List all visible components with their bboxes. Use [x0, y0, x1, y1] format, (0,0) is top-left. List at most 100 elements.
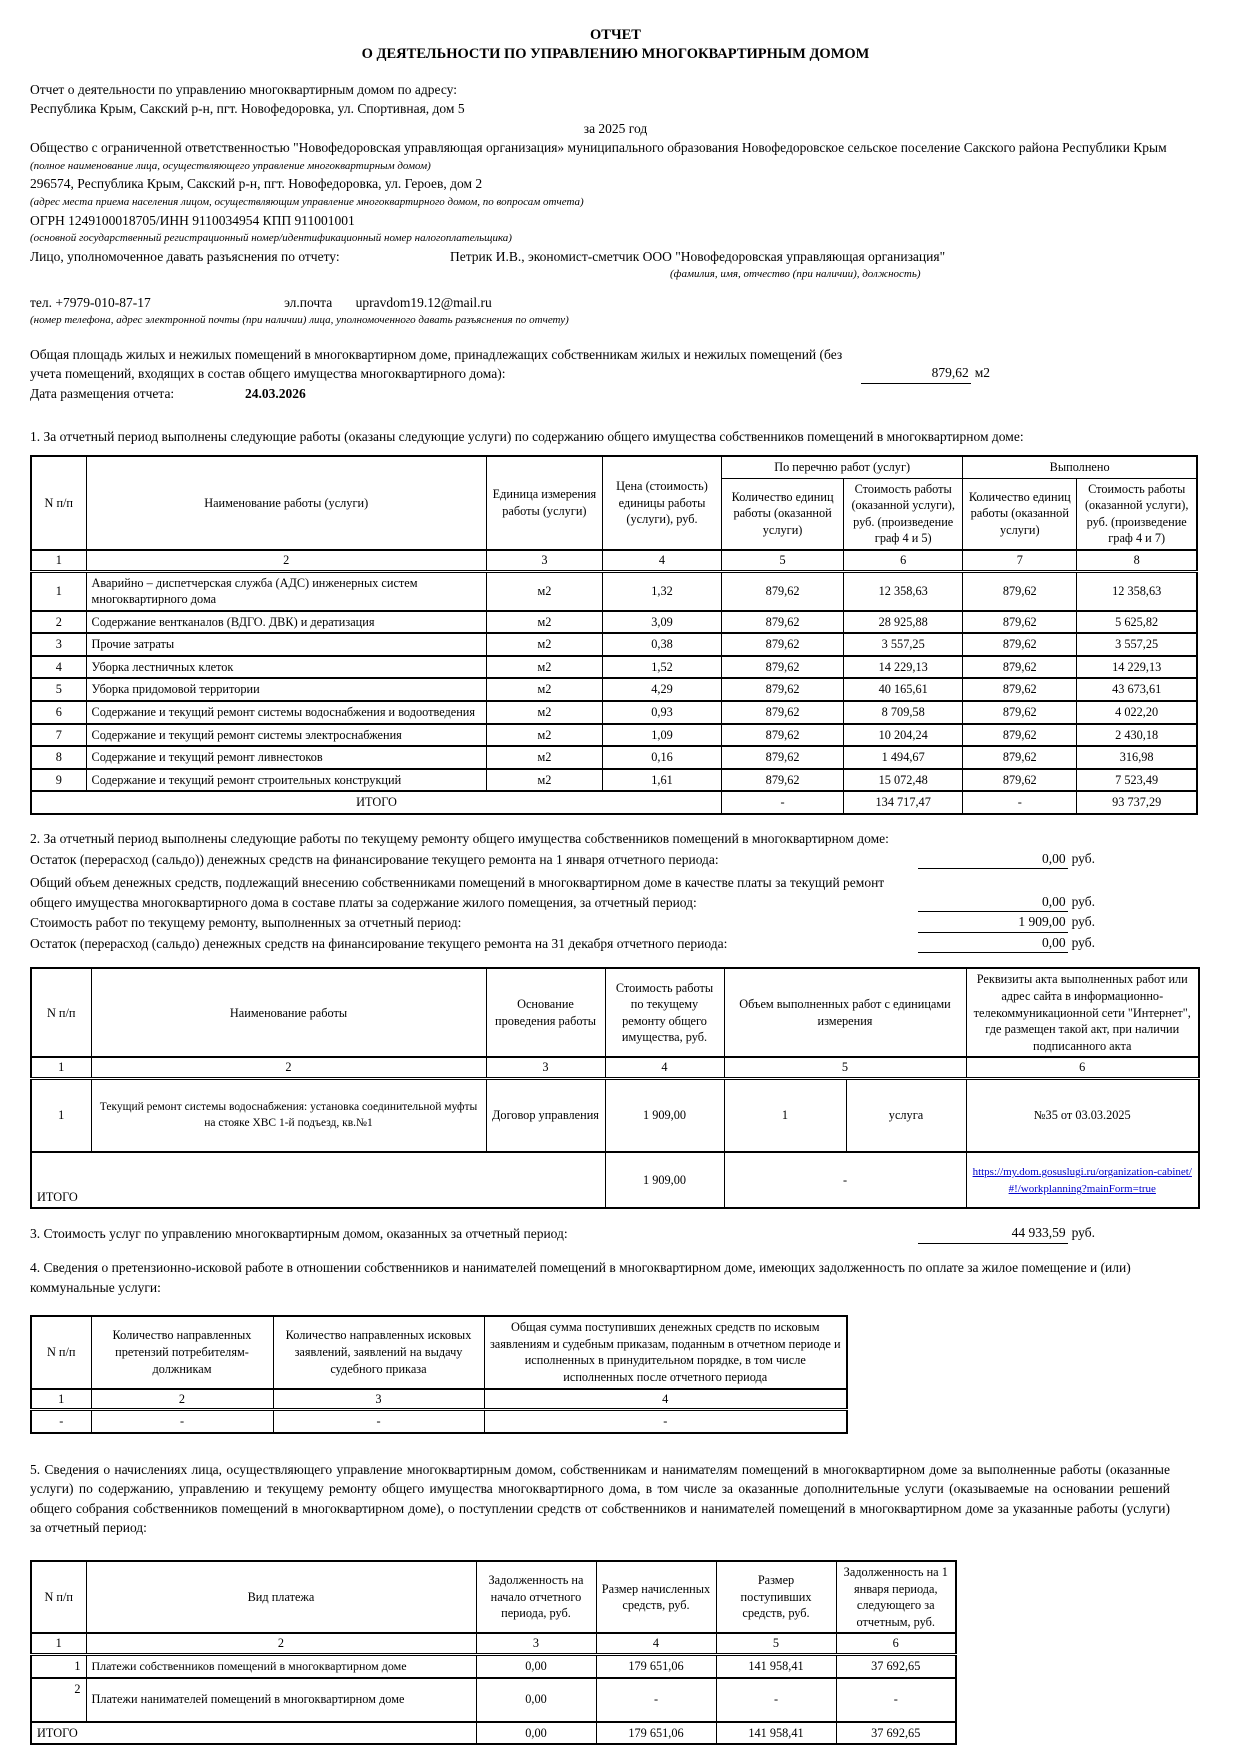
table-cell: 1,61	[601, 767, 723, 793]
col-group-listed: По перечню работ (услуг)	[721, 455, 964, 479]
table-cell: 14 229,13	[1076, 654, 1198, 680]
table-cell: 1	[30, 1077, 92, 1154]
table-row: 1 Аварийно – диспетчерская служба (АДС) и…	[30, 570, 1198, 612]
table-cell: м2	[485, 632, 603, 657]
col-number: 3	[475, 1632, 597, 1656]
reception-address: 296574, Республика Крым, Сакский р-н, пг…	[30, 176, 483, 192]
col-header-num: N п/п	[30, 1560, 87, 1634]
col-header-cost-listed: Стоимость работы (оказанной услуги), руб…	[843, 477, 964, 551]
table-cell: 1,09	[601, 722, 723, 748]
repair-basis: Договор управления	[485, 1077, 606, 1154]
table-row: 3 Прочие затраты м2 0,38 879,62 3 557,25 879,6…	[30, 632, 1198, 657]
ogrn-note: (основной государственный регистрационны…	[30, 232, 512, 245]
total-cell: -	[721, 790, 845, 816]
col-number: 4	[595, 1632, 717, 1656]
table-cell: 4,29	[601, 677, 723, 703]
table-cell: 0,38	[601, 632, 723, 657]
total-label: ИТОГО	[30, 790, 723, 816]
table-row: 8 Содержание и текущий ремонт ливнестоков…	[30, 745, 1198, 770]
table-cell: 879,62	[962, 570, 1078, 612]
value-wrap: 1 909,00 руб.	[917, 912, 1095, 933]
col-header-debt-start: Задолженность на начало отчетного период…	[475, 1560, 597, 1634]
table-cell: 879,62	[962, 722, 1078, 748]
table-row: - - - -	[30, 1408, 848, 1434]
col-number: 6	[965, 1056, 1200, 1080]
section5-heading: 5. Сведения о начислениях лица, осуществ…	[30, 1461, 1170, 1536]
authorized-row: Лицо, уполномоченное давать разъяснения …	[30, 247, 1201, 267]
table-cell: 879,62	[721, 609, 845, 635]
col-header-num: N п/п	[30, 1315, 92, 1390]
col-number: 4	[601, 548, 723, 573]
services-table: N п/п Наименование работы (услуги) Едини…	[30, 454, 1198, 816]
col-header-suits: Количество направленных исковых заявлени…	[272, 1315, 485, 1390]
section3-label: 3. Стоимость услуг по управлению многокв…	[30, 1226, 568, 1242]
table-cell: 0,16	[601, 745, 723, 770]
col-header-type: Вид платежа	[85, 1560, 477, 1634]
col-header-name: Наименование работы (услуги)	[85, 455, 487, 551]
table-cell: 879,62	[721, 767, 845, 793]
total-cell: 134 717,47	[843, 790, 964, 816]
table-cell: -	[483, 1408, 848, 1434]
table-cell: 8	[30, 745, 87, 770]
value-unit: руб.	[1071, 914, 1095, 930]
services-table-body: 1 Аварийно – диспетчерская служба (АДС) и…	[30, 570, 1198, 793]
table-cell: 1,32	[601, 570, 723, 612]
col-number: 2	[85, 548, 487, 573]
table-cell: 879,62	[962, 745, 1078, 770]
table-cell: 179 651,06	[595, 1653, 717, 1679]
intro-line: Отчет о деятельности по управлению много…	[30, 81, 458, 97]
table-cell: 1	[30, 1653, 87, 1679]
table-header-row: N п/п Наименование работы Основание пров…	[30, 967, 1200, 1058]
table-cell: Прочие затраты	[85, 632, 487, 657]
total-cost: 1 909,00	[604, 1151, 725, 1210]
table-cell: 7	[30, 722, 87, 748]
table-header-row: N п/п Количество направленных претензий …	[30, 1315, 848, 1390]
value-wrap: 44 933,59 руб.	[917, 1223, 1095, 1245]
table-cell: м2	[485, 745, 603, 770]
value-unit: руб.	[1071, 934, 1095, 950]
area-row: Общая площадь жилых и нежилых помещений …	[30, 345, 990, 384]
table-cell: 5	[30, 677, 87, 703]
area-value-wrap: 879,62 м2	[860, 363, 990, 384]
total-row: ИТОГО - 134 717,47 - 93 737,29	[30, 790, 1198, 816]
col-header-debt-end: Задолженность на 1 января периода, следу…	[835, 1560, 957, 1634]
total-cell: 93 737,29	[1076, 790, 1198, 816]
date-row: Дата размещения отчета: 24.03.2026	[30, 384, 1201, 404]
value-unit: руб.	[1071, 850, 1095, 866]
table-cell: 37 692,65	[835, 1653, 957, 1679]
table-cell: 3 557,25	[1076, 632, 1198, 657]
table-cell: 4 022,20	[1076, 700, 1198, 725]
table-cell: -	[30, 1408, 92, 1434]
table-group-header-row: N п/п Наименование работы (услуги) Едини…	[30, 455, 1198, 551]
workplanning-link[interactable]: https://my.dom.gosuslugi.ru/organization…	[972, 1166, 1192, 1196]
repair-name: Текущий ремонт системы водоснабжения: ус…	[90, 1077, 487, 1154]
value-line-label: Остаток (перерасход (сальдо) денежных ср…	[30, 935, 728, 951]
table-cell: 6	[30, 700, 87, 725]
org-name-note: (полное наименование лица, осуществляюще…	[30, 159, 431, 172]
value-line: Остаток (перерасход (сальдо)) денежных с…	[30, 849, 1095, 870]
column-number-row: 1 2 3 4 5 6 7 8	[30, 548, 1198, 573]
repairs-table: N п/п Наименование работы Основание пров…	[30, 967, 1200, 1210]
house-address: Республика Крым, Сакский р-н, пгт. Новоф…	[30, 101, 465, 117]
table-cell: 2	[30, 1676, 87, 1723]
contact-note: (номер телефона, адрес электронной почты…	[30, 314, 569, 327]
section3-line: 3. Стоимость услуг по управлению многокв…	[30, 1223, 1095, 1245]
table-cell: 40 165,61	[843, 677, 964, 703]
table-cell: 3	[30, 632, 87, 657]
total-row: ИТОГО 1 909,00 - https://my.dom.gosuslug…	[30, 1151, 1200, 1210]
col-number: 1	[30, 1387, 92, 1412]
table-cell: 0,93	[601, 700, 723, 725]
table-cell: 141 958,41	[715, 1653, 837, 1679]
table-cell: 879,62	[721, 700, 845, 725]
table-cell: Уборка придомовой территории	[85, 677, 487, 703]
col-number: 6	[835, 1632, 957, 1656]
doc-title-line1: ОТЧЕТ	[590, 27, 641, 43]
table-row: 4 Уборка лестничных клеток м2 1,52 879,62 14 …	[30, 654, 1198, 680]
col-header-qty-done: Количество единиц работы (оказанной услу…	[962, 477, 1078, 551]
table-cell: 12 358,63	[1076, 570, 1198, 612]
area-label: Общая площадь жилых и нежилых помещений …	[30, 346, 843, 382]
column-number-row: 1 2 3 4 5 6	[30, 1632, 957, 1656]
table-cell: 14 229,13	[843, 654, 964, 680]
report-period: за 2025 год	[583, 120, 648, 136]
